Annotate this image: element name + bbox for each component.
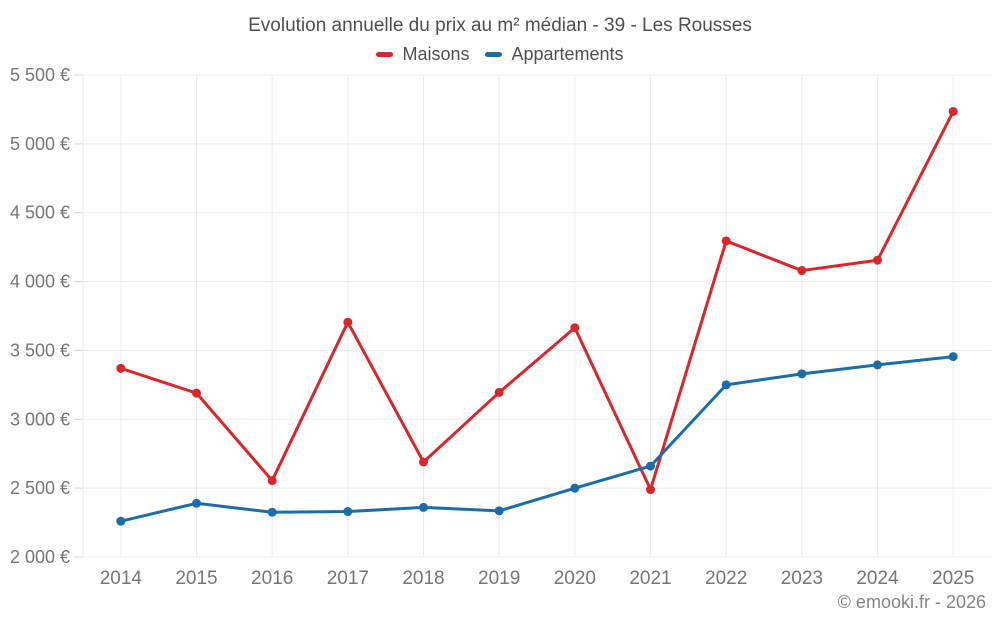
y-tick-label: 2 000 €: [10, 547, 70, 567]
line-appartements: [119, 355, 955, 523]
point-maisons-2014[interactable]: [116, 363, 126, 373]
point-appartements-2020[interactable]: [570, 483, 580, 493]
point-appartements-2023[interactable]: [797, 369, 807, 379]
x-tick-label: 2017: [327, 568, 369, 589]
y-tick-label: 2 500 €: [10, 478, 70, 498]
x-tick-label: 2018: [402, 568, 444, 589]
legend: Maisons Appartements: [0, 44, 1000, 65]
point-appartements-2022[interactable]: [721, 380, 731, 390]
point-maisons-2020[interactable]: [570, 323, 580, 333]
point-appartements-2024[interactable]: [873, 360, 882, 370]
legend-label-appartements: Appartements: [511, 44, 624, 64]
x-tick-label: 2014: [100, 568, 143, 589]
point-maisons-2021[interactable]: [646, 485, 655, 495]
maisons-swatch-icon: [376, 52, 394, 57]
point-maisons-2019[interactable]: [494, 387, 504, 397]
line-maisons: [119, 109, 955, 492]
chart-title: Evolution annuelle du prix au m² médian …: [248, 15, 752, 36]
point-appartements-2014[interactable]: [116, 516, 126, 526]
x-tick-label: 2015: [175, 568, 217, 589]
point-maisons-2018[interactable]: [419, 457, 428, 467]
point-maisons-2017[interactable]: [343, 317, 353, 327]
x-tick-label: 2022: [705, 568, 747, 589]
x-tick-label: 2020: [554, 568, 596, 589]
point-maisons-2025[interactable]: [948, 106, 958, 116]
x-tick-label: 2024: [856, 568, 899, 589]
point-appartements-2018[interactable]: [419, 502, 428, 512]
y-tick-label: 5 000 €: [10, 134, 70, 154]
copyright: © emooki.fr - 2026: [837, 592, 986, 612]
y-tick-label: 4 500 €: [10, 203, 70, 223]
x-tick-label: 2025: [932, 568, 974, 589]
x-tick-label: 2016: [251, 568, 293, 589]
point-maisons-2016[interactable]: [267, 476, 277, 486]
point-appartements-2016[interactable]: [267, 507, 277, 517]
legend-item-maisons[interactable]: Maisons: [376, 44, 469, 65]
appartements-swatch-icon: [485, 52, 503, 57]
point-appartements-2025[interactable]: [948, 352, 958, 362]
x-tick-label: 2021: [629, 568, 671, 589]
y-tick-label: 5 500 €: [10, 65, 70, 85]
legend-label-maisons: Maisons: [402, 44, 470, 64]
y-tick-label: 3 000 €: [10, 409, 70, 429]
x-tick-label: 2023: [781, 568, 823, 589]
point-maisons-2015[interactable]: [192, 388, 201, 398]
point-appartements-2021[interactable]: [646, 461, 655, 471]
point-maisons-2022[interactable]: [721, 236, 731, 246]
point-appartements-2017[interactable]: [343, 507, 353, 517]
y-tick-label: 4 000 €: [10, 272, 70, 292]
point-maisons-2023[interactable]: [797, 266, 807, 276]
x-tick-label: 2019: [478, 568, 520, 589]
y-tick-label: 3 500 €: [10, 340, 70, 360]
point-appartements-2019[interactable]: [494, 506, 504, 516]
legend-item-appartements[interactable]: Appartements: [485, 44, 624, 65]
point-appartements-2015[interactable]: [192, 498, 201, 508]
point-maisons-2024[interactable]: [873, 255, 882, 265]
